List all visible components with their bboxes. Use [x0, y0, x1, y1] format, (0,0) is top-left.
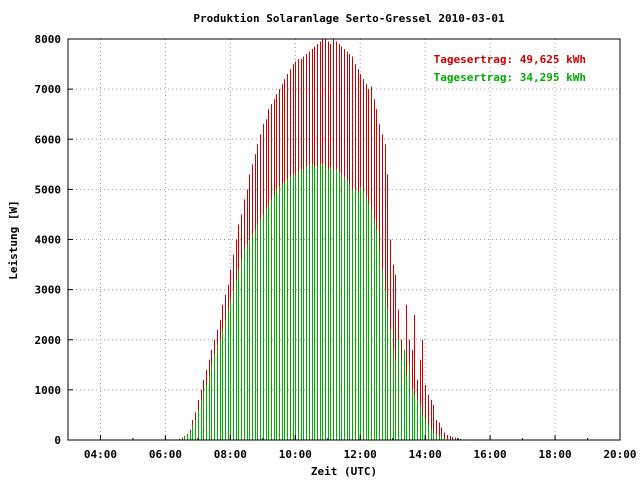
y-tick-label: 8000 — [35, 33, 62, 46]
x-tick-label: 20:00 — [603, 448, 636, 461]
y-tick-label: 4000 — [35, 234, 62, 247]
y-tick-label: 0 — [54, 434, 61, 447]
y-tick-label: 5000 — [35, 183, 62, 196]
x-tick-label: 08:00 — [214, 448, 247, 461]
x-tick-label: 14:00 — [409, 448, 442, 461]
legend-entry-total: Tagesertrag: 49,625 kWh — [434, 53, 586, 66]
series-second-bars — [179, 164, 456, 440]
y-tick-label: 7000 — [35, 83, 62, 96]
x-tick-label: 12:00 — [344, 448, 377, 461]
chart-title: Produktion Solaranlage Serto-Gressel 201… — [193, 12, 505, 25]
x-tick-label: 18:00 — [538, 448, 571, 461]
y-axis-ticks: 0 1000 2000 3000 4000 5000 6000 7000 8000 — [35, 33, 73, 447]
x-axis-label: Zeit (UTC) — [311, 465, 377, 478]
x-tick-label: 10:00 — [279, 448, 312, 461]
y-tick-label: 1000 — [35, 384, 62, 397]
x-tick-label: 04:00 — [84, 448, 117, 461]
y-tick-label: 6000 — [35, 133, 62, 146]
y-tick-label: 2000 — [35, 334, 62, 347]
legend-entry-second: Tagesertrag: 34,295 kWh — [434, 71, 586, 84]
y-axis-label: Leistung [W] — [7, 200, 20, 279]
x-tick-label: 06:00 — [149, 448, 182, 461]
x-tick-label: 16:00 — [474, 448, 507, 461]
x-axis-ticks: 04:00 06:00 08:00 10:00 12:00 14:00 16:00 18:00… — [67, 435, 637, 461]
y-tick-label: 3000 — [35, 284, 62, 297]
